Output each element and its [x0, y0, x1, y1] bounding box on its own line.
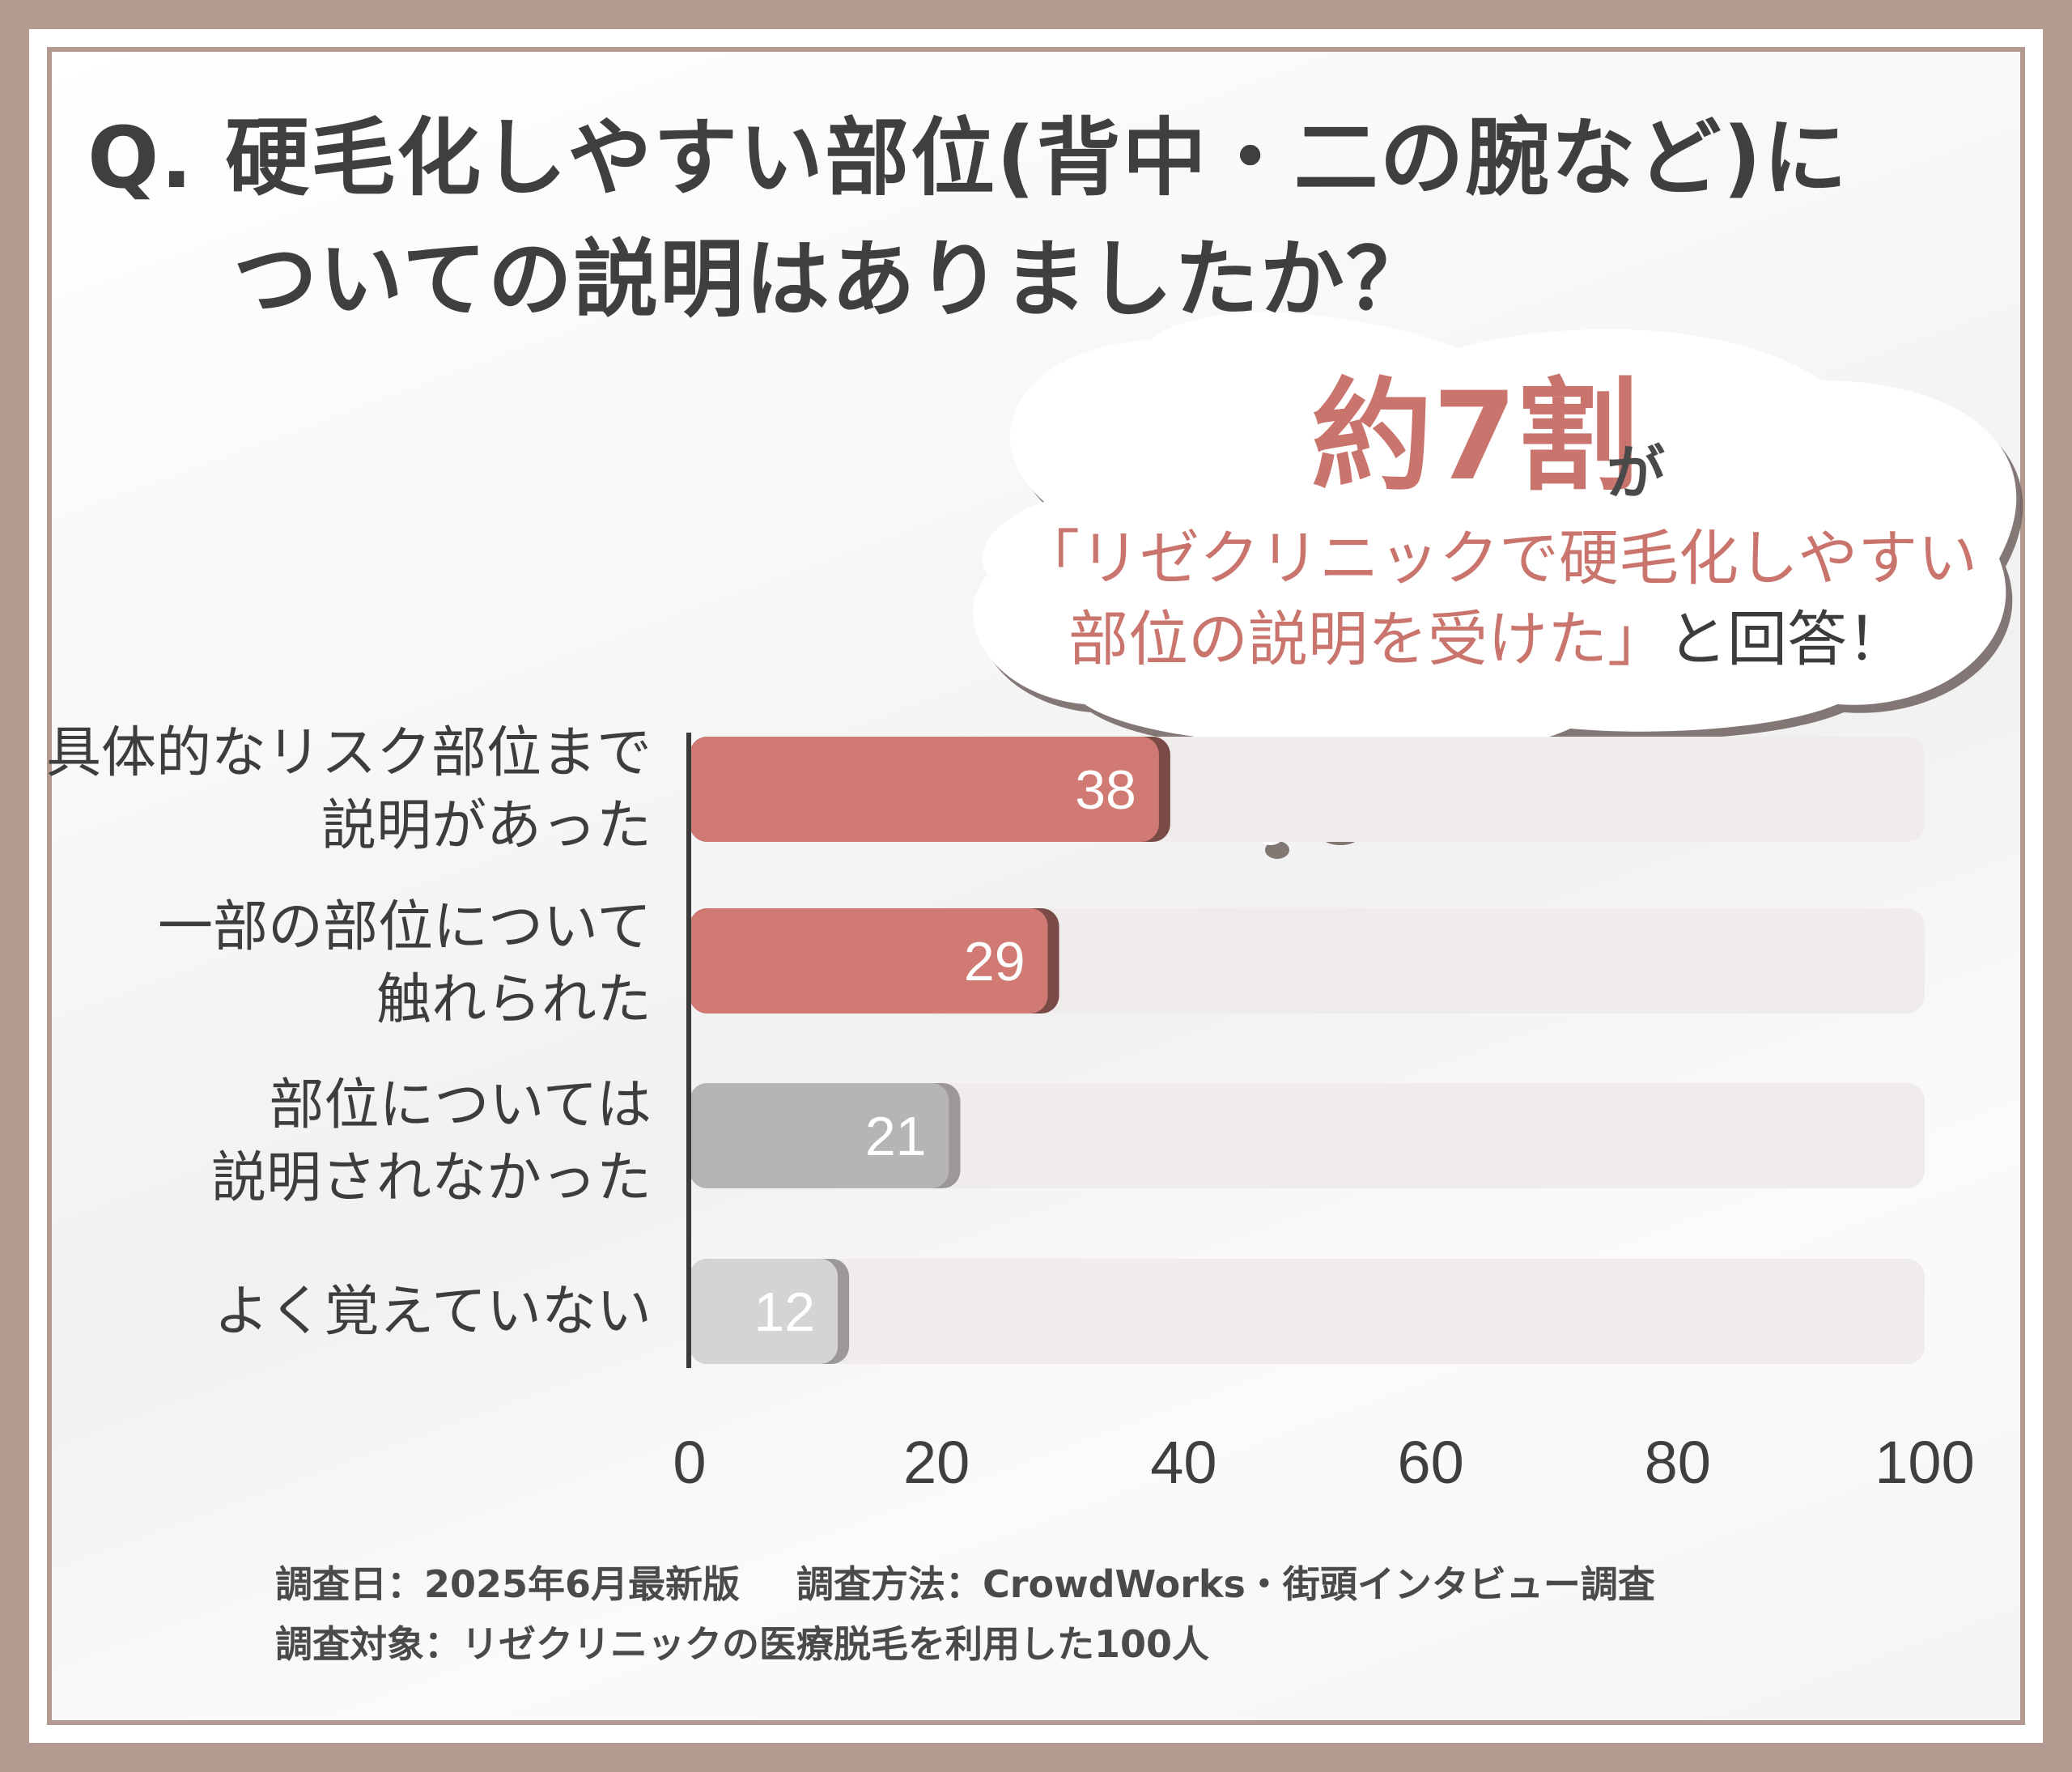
x-tick-label: 40	[1150, 1429, 1216, 1496]
x-tick-label: 80	[1645, 1429, 1711, 1496]
bar-value-label: 21	[865, 1106, 927, 1167]
bar-value-label: 29	[964, 931, 1025, 992]
callout-line-2-pink: 部位の説明を受けた」	[1068, 605, 1667, 674]
category-label: 説明があった	[321, 794, 652, 858]
category-label: 触れられた	[376, 968, 652, 1032]
bar	[690, 908, 1048, 1013]
bar-track	[690, 1259, 1925, 1364]
survey-footer: 調査日：2025年6月最新版 調査方法：CrowdWorks・街頭インタビュー調査…	[275, 1554, 1712, 1674]
category-label: 説明されなかった	[210, 1146, 652, 1210]
inner-frame	[47, 47, 2025, 1725]
footer-method: 調査方法：CrowdWorks・街頭インタビュー調査	[796, 1562, 1655, 1606]
callout-suffix: が	[1607, 439, 1666, 507]
category-label: 部位については	[269, 1073, 652, 1137]
question-title: Q. 硬毛化しやすい部位(背中・二の腕など)に ついての説明はありましたか？	[87, 97, 1998, 340]
footer-target: 調査対象：リゼクリニックの医療脱毛を利用した100人	[275, 1622, 1210, 1666]
x-tick-label: 20	[903, 1429, 970, 1496]
category-label: 具体的なリスク部位まで	[45, 721, 652, 785]
callout-line-2: 部位の説明を受けた」と回答！	[1068, 599, 1999, 680]
x-tick-label: 0	[673, 1429, 706, 1496]
bar-track	[690, 1083, 1925, 1188]
bar	[690, 737, 1159, 842]
title-line-1: Q. 硬毛化しやすい部位(背中・二の腕など)に	[87, 108, 1849, 207]
title-line-2: ついての説明はありましたか？	[233, 230, 1432, 329]
bar-value-label: 38	[1075, 759, 1136, 821]
bar	[690, 1083, 949, 1188]
footer-date: 調査日：2025年6月最新版	[275, 1562, 741, 1606]
x-tick-label: 100	[1875, 1429, 1974, 1496]
bar-value-label: 12	[754, 1281, 815, 1343]
bar	[690, 1259, 839, 1364]
callout-line-1: 「リゼクリニックで硬毛化しやすい	[1020, 524, 1978, 593]
x-tick-label: 60	[1397, 1429, 1463, 1496]
callout-highlight: 約7割	[1311, 367, 1639, 508]
category-label: よく覚えていない	[214, 1280, 652, 1344]
category-label: 一部の部位について	[158, 895, 652, 959]
callout-line-2-dark: と回答！	[1667, 605, 1907, 674]
